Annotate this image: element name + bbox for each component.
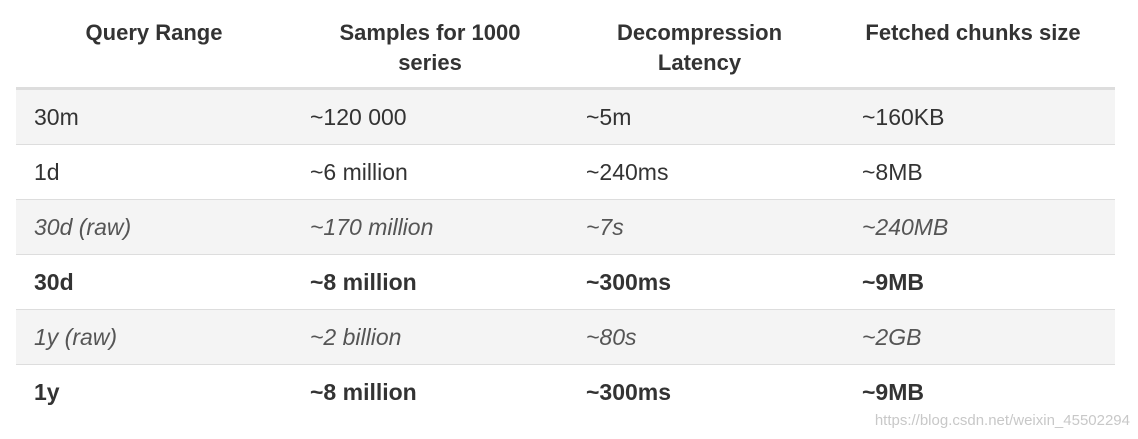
table-row: 1y (raw) ~2 billion ~80s ~2GB xyxy=(16,310,1115,365)
header-query-range-line1: Query Range xyxy=(85,20,223,45)
table-row: 30m ~120 000 ~5m ~160KB xyxy=(16,90,1115,145)
table-row: 1d ~6 million ~240ms ~8MB xyxy=(16,145,1115,200)
cell-query-range: 30d (raw) xyxy=(34,213,132,240)
cell-chunks-size: ~8MB xyxy=(862,158,923,185)
data-table: Query Range Samples for 1000 series Deco… xyxy=(16,0,1115,420)
cell-query-range: 30d xyxy=(34,268,74,295)
header-samples-line2: series xyxy=(398,50,462,75)
header-samples-line1: Samples for 1000 xyxy=(339,20,521,45)
header-chunks-line1: Fetched chunks size xyxy=(865,20,1081,45)
cell-latency: ~7s xyxy=(586,213,624,240)
table-header: Query Range Samples for 1000 series Deco… xyxy=(16,0,1115,90)
cell-samples: ~8 million xyxy=(310,379,417,405)
header-fetched-chunks-size: Fetched chunks size xyxy=(831,0,1115,87)
cell-query-range: 30m xyxy=(34,103,79,130)
cell-chunks-size: ~9MB xyxy=(862,379,924,405)
cell-samples: ~2 billion xyxy=(310,323,402,350)
cell-query-range: 1y (raw) xyxy=(34,323,118,350)
cell-latency: ~300ms xyxy=(586,268,672,295)
cell-latency: ~240ms xyxy=(586,158,669,185)
watermark-text: https://blog.csdn.net/weixin_45502294 xyxy=(874,412,1130,429)
header-latency-line2: Latency xyxy=(657,50,742,75)
cell-chunks-size: ~2GB xyxy=(862,323,922,350)
cell-latency: ~80s xyxy=(586,323,637,350)
header-decompression-latency: Decompression Latency xyxy=(568,0,831,87)
cell-samples: ~6 million xyxy=(310,158,408,185)
cell-chunks-size: ~9MB xyxy=(862,268,924,295)
header-latency-line1: Decompression xyxy=(616,20,783,45)
cell-chunks-size: ~240MB xyxy=(862,213,949,240)
cell-latency: ~300ms xyxy=(586,379,672,405)
table-row: 30d ~8 million ~300ms ~9MB xyxy=(16,255,1115,310)
table-row: 1y ~8 million ~300ms ~9MB xyxy=(16,365,1115,420)
cell-samples: ~170 million xyxy=(310,213,434,240)
table-row: 30d (raw) ~170 million ~7s ~240MB xyxy=(16,200,1115,255)
cell-latency: ~5m xyxy=(586,103,632,130)
cell-samples: ~120 000 xyxy=(310,103,407,130)
cell-query-range: 1d xyxy=(34,158,60,185)
header-query-range: Query Range xyxy=(16,0,292,87)
cell-chunks-size: ~160KB xyxy=(862,103,945,130)
cell-query-range: 1y xyxy=(34,379,60,405)
cell-samples: ~8 million xyxy=(310,268,417,295)
header-samples: Samples for 1000 series xyxy=(292,0,568,87)
